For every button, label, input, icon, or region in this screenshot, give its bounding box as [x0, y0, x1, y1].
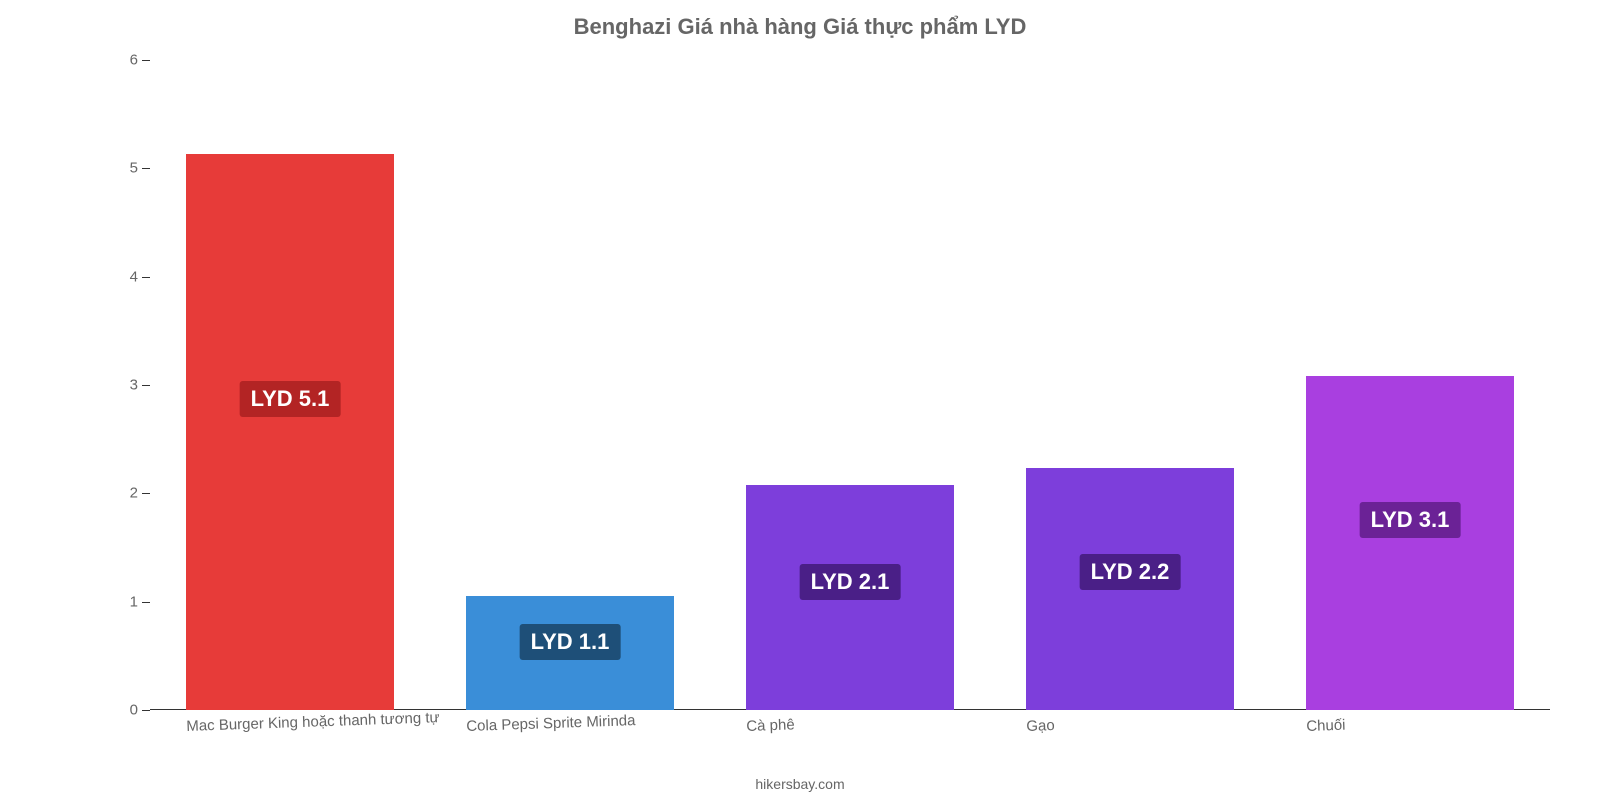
value-badge: LYD 5.1: [240, 381, 341, 417]
y-tick: [142, 168, 150, 169]
y-tick-label: 6: [130, 52, 138, 69]
y-tick-label: 2: [130, 485, 138, 502]
x-axis-label: Mac Burger King hoặc thanh tương tự: [186, 709, 440, 735]
x-axis-label: Cola Pepsi Sprite Mirinda: [466, 712, 636, 735]
x-axis-label: Chuối: [1306, 717, 1346, 735]
y-tick-label: 1: [130, 593, 138, 610]
y-tick: [142, 602, 150, 603]
y-tick: [142, 710, 150, 711]
value-badge: LYD 1.1: [520, 624, 621, 660]
y-tick-label: 5: [130, 160, 138, 177]
value-badge: LYD 2.1: [800, 564, 901, 600]
bar: [186, 154, 393, 710]
y-tick-label: 0: [130, 702, 138, 719]
y-tick-label: 3: [130, 377, 138, 394]
y-tick: [142, 385, 150, 386]
x-axis-label: Cà phê: [746, 716, 795, 735]
y-tick: [142, 493, 150, 494]
plot-area: 0123456Mac Burger King hoặc thanh tương …: [150, 60, 1550, 710]
bar: [1306, 376, 1513, 710]
y-tick-label: 4: [130, 268, 138, 285]
chart-title: Benghazi Giá nhà hàng Giá thực phẩm LYD: [0, 0, 1600, 40]
chart-container: Benghazi Giá nhà hàng Giá thực phẩm LYD …: [0, 0, 1600, 800]
x-axis-label: Gạo: [1026, 717, 1055, 735]
value-badge: LYD 3.1: [1360, 502, 1461, 538]
y-tick: [142, 277, 150, 278]
value-badge: LYD 2.2: [1080, 554, 1181, 590]
attribution-text: hikersbay.com: [0, 776, 1600, 792]
y-tick: [142, 60, 150, 61]
